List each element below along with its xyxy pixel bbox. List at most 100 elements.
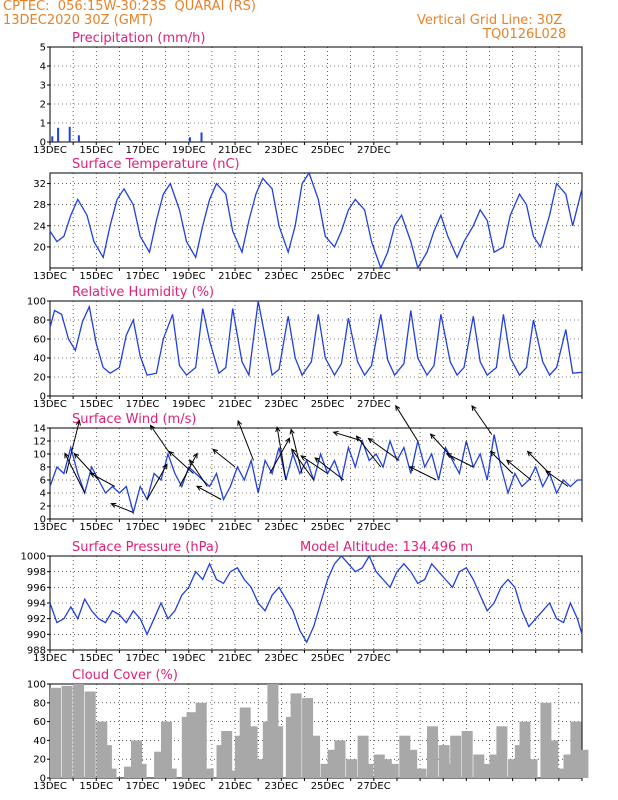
wind-arrow bbox=[168, 451, 194, 474]
y-tick-label: 60 bbox=[33, 717, 46, 728]
y-tick-label: 60 bbox=[33, 335, 46, 346]
y-tick-label: 20 bbox=[33, 373, 46, 384]
wind-arrow-head bbox=[289, 428, 295, 435]
x-tick-label: 13DEC bbox=[33, 653, 67, 664]
wind-arrow-head bbox=[237, 419, 243, 426]
y-tick-label: 24 bbox=[33, 221, 46, 232]
y-tick-label: 28 bbox=[33, 200, 46, 211]
cloud-bar bbox=[105, 768, 117, 778]
cloud-bar bbox=[327, 749, 339, 778]
cloud-bar bbox=[135, 763, 147, 778]
y-tick-label: 40 bbox=[33, 354, 46, 365]
cloud-bar bbox=[508, 759, 519, 778]
y-tick-label: 100 bbox=[27, 297, 46, 308]
cloud-bar bbox=[540, 702, 552, 778]
wind-arrow-head bbox=[367, 437, 374, 444]
series-line bbox=[49, 171, 583, 270]
x-tick-label: 25DEC bbox=[311, 145, 345, 156]
wind-arrow-head bbox=[192, 452, 198, 459]
precip-bar bbox=[51, 136, 54, 142]
wind-arrow bbox=[395, 405, 419, 442]
cloud-bar bbox=[84, 691, 96, 778]
y-tick-label: 0 bbox=[40, 774, 46, 785]
wind-arrow bbox=[64, 453, 86, 494]
x-tick-label: 17DEC bbox=[126, 271, 160, 282]
wind-arrow-head bbox=[162, 463, 168, 470]
wind-arrow-head bbox=[110, 502, 117, 508]
wind-arrow bbox=[291, 448, 315, 481]
cloud-bar bbox=[427, 726, 438, 778]
y-tick-label: 998 bbox=[27, 567, 46, 578]
panel-frame bbox=[49, 46, 583, 143]
cloud-bar bbox=[577, 749, 589, 778]
x-tick-label: 19DEC bbox=[172, 653, 206, 664]
y-tick-label: 994 bbox=[27, 599, 46, 610]
wind-arrow bbox=[368, 438, 400, 461]
precip-bar bbox=[68, 126, 71, 142]
series-line bbox=[49, 554, 583, 644]
series-line bbox=[49, 300, 583, 378]
wind-arrow bbox=[356, 435, 382, 468]
y-tick-label: 988 bbox=[27, 646, 46, 657]
y-tick-label: 6 bbox=[40, 476, 46, 487]
wind-arrow-head bbox=[489, 450, 496, 457]
x-tick-label: 21DEC bbox=[218, 653, 252, 664]
wind-arrow bbox=[471, 405, 493, 435]
cloud-bar bbox=[399, 735, 411, 778]
y-tick-label: 32 bbox=[33, 179, 46, 190]
wind-arrow bbox=[430, 433, 456, 461]
wind-arrow-head bbox=[526, 450, 533, 457]
y-tick-label: 8 bbox=[40, 463, 46, 474]
wind-arrow bbox=[146, 464, 168, 500]
wind-arrow-head bbox=[195, 485, 202, 491]
wind-arrow bbox=[290, 429, 303, 474]
panel-title: Surface Temperature (nC) bbox=[72, 157, 240, 172]
wind-arrow-head bbox=[395, 404, 401, 411]
cloud-bar bbox=[373, 754, 385, 778]
wind-arrow-head bbox=[212, 448, 219, 455]
x-tick-label: 19DEC bbox=[172, 781, 206, 792]
x-tick-label: 23DEC bbox=[264, 145, 298, 156]
wind-arrow-head bbox=[506, 459, 512, 465]
wind-arrow bbox=[90, 472, 116, 487]
x-tick-label: 25DEC bbox=[311, 653, 345, 664]
x-tick-label: 27DEC bbox=[357, 781, 391, 792]
panel-title: Precipitation (mm/h) bbox=[72, 31, 205, 46]
precip-bar bbox=[200, 132, 203, 142]
cloud-bar bbox=[272, 726, 284, 778]
x-tick-label: 13DEC bbox=[33, 522, 67, 533]
wind-arrow-head bbox=[471, 404, 477, 411]
cloud-bar bbox=[73, 684, 85, 778]
cloud-bar bbox=[165, 768, 177, 778]
x-tick-label: 17DEC bbox=[126, 781, 160, 792]
wind-arrow bbox=[150, 425, 171, 455]
x-tick-label: 19DEC bbox=[172, 271, 206, 282]
y-tick-label: 0 bbox=[40, 392, 46, 403]
wind-arrow bbox=[446, 453, 474, 468]
x-tick-label: 25DEC bbox=[311, 271, 345, 282]
wind-arrow bbox=[212, 449, 236, 468]
cloud-bar bbox=[154, 751, 166, 778]
cloud-bar bbox=[225, 770, 237, 778]
y-tick-label: 4 bbox=[40, 489, 46, 500]
cloud-bar bbox=[489, 754, 501, 778]
y-tick-label: 996 bbox=[27, 583, 46, 594]
x-tick-label: 21DEC bbox=[218, 522, 252, 533]
cloud-bar bbox=[519, 721, 531, 778]
wind-arrow-head bbox=[75, 419, 81, 426]
wind-arrow-head bbox=[89, 472, 96, 478]
header-station: CPTEC: 056:15W-30:23S QUARAI (RS) bbox=[3, 0, 256, 14]
x-tick-label: 15DEC bbox=[79, 522, 113, 533]
y-tick-label: 14 bbox=[33, 424, 46, 435]
cloud-bar bbox=[406, 749, 418, 778]
cloud-bar bbox=[221, 731, 233, 778]
y-tick-label: 2 bbox=[40, 100, 46, 111]
cloud-bar bbox=[496, 726, 508, 778]
cloud-bar bbox=[570, 721, 582, 778]
y-tick-label: 4 bbox=[40, 62, 46, 73]
x-tick-label: 25DEC bbox=[311, 399, 345, 410]
header-date: 13DEC2020 30Z (GMT) bbox=[3, 13, 154, 28]
cloud-bar bbox=[124, 766, 135, 778]
y-tick-label: 10 bbox=[33, 450, 46, 461]
x-tick-label: 23DEC bbox=[264, 522, 298, 533]
